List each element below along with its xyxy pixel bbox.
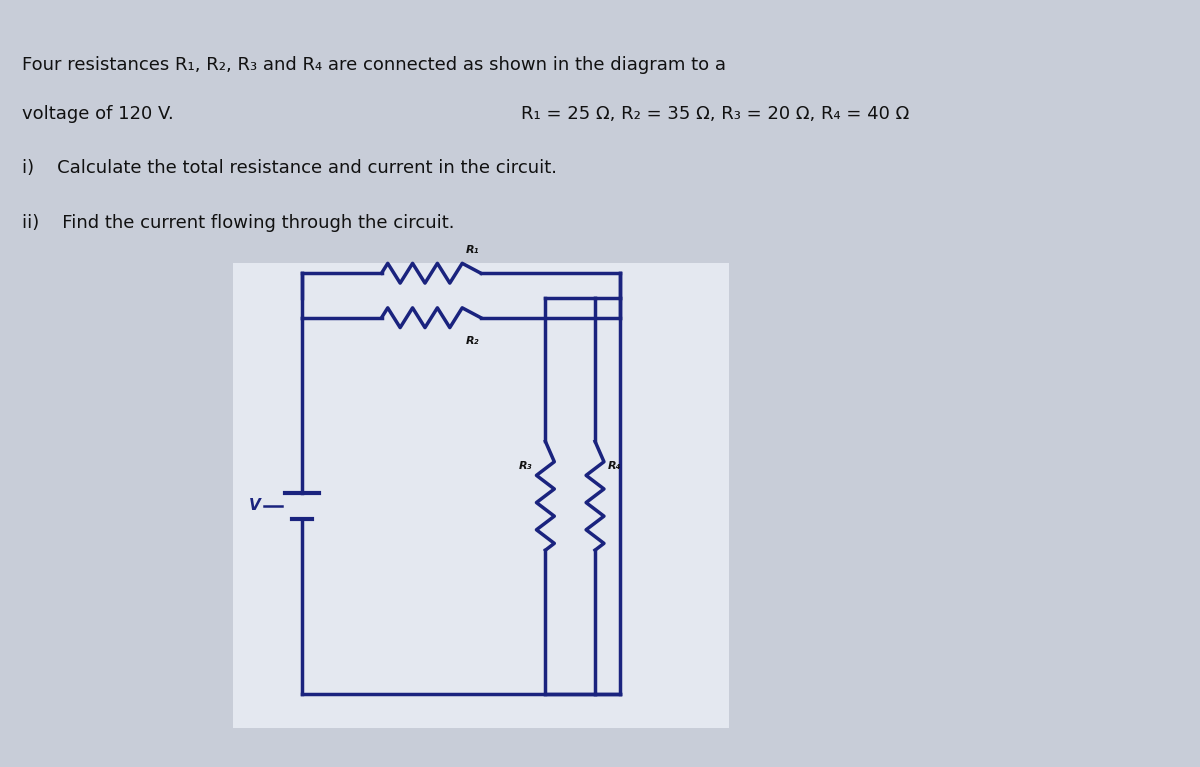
Text: V: V <box>248 498 260 513</box>
Text: i)    Calculate the total resistance and current in the circuit.: i) Calculate the total resistance and cu… <box>22 160 557 177</box>
Text: Four resistances R₁, R₂, R₃ and R₄ are connected as shown in the diagram to a: Four resistances R₁, R₂, R₃ and R₄ are c… <box>22 55 726 74</box>
Text: R₄: R₄ <box>608 461 622 471</box>
Text: R₂: R₂ <box>466 335 480 345</box>
Bar <box>233 263 730 728</box>
Text: R₁: R₁ <box>466 245 480 255</box>
Text: R₃: R₃ <box>518 461 533 471</box>
Text: ii)    Find the current flowing through the circuit.: ii) Find the current flowing through the… <box>22 214 455 232</box>
Text: voltage of 120 V.: voltage of 120 V. <box>22 105 174 123</box>
Text: R₁ = 25 Ω, R₂ = 35 Ω, R₃ = 20 Ω, R₄ = 40 Ω: R₁ = 25 Ω, R₂ = 35 Ω, R₃ = 20 Ω, R₄ = 40… <box>521 105 908 123</box>
